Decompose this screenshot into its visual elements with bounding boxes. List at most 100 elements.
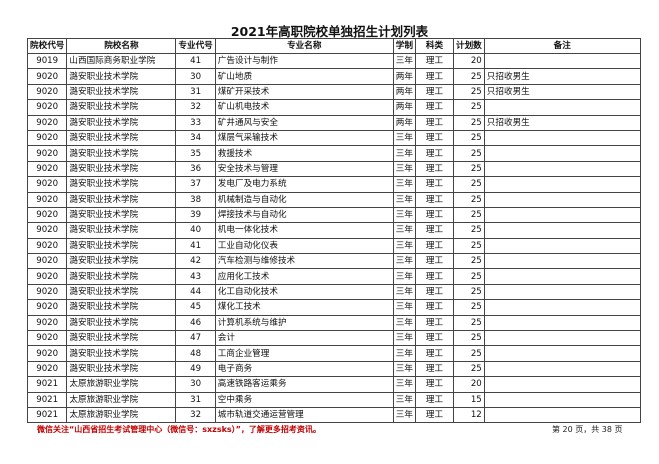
cell-category: 理工 <box>414 237 454 255</box>
cell-plan-count: 25 <box>452 345 485 362</box>
cell-school-name: 潞安职业技术学院 <box>66 253 177 270</box>
page-title: 2021年高职院校单独招生计划列表 <box>230 24 429 39</box>
cell-major-code: 44 <box>175 283 216 301</box>
cell-school-code: 9020 <box>26 176 68 193</box>
cell-duration: 三年 <box>392 391 416 408</box>
table-row: 9020 潞安职业技术学院 34 煤层气采输技术 三年 理工 25 <box>26 129 641 147</box>
cell-school-code: 9020 <box>26 330 68 347</box>
cell-category: 理工 <box>414 345 454 362</box>
table-row: 9020 潞安职业技术学院 36 安全技术与管理 三年 理工 25 <box>26 160 641 178</box>
cell-school-code: 9019 <box>26 52 68 70</box>
cell-duration: 三年 <box>392 129 416 147</box>
cell-school-name: 潞安职业技术学院 <box>66 268 177 285</box>
cell-school-name: 潞安职业技术学院 <box>66 114 177 131</box>
cell-school-name: 潞安职业技术学院 <box>66 206 177 224</box>
table-row: 9020 潞安职业技术学院 44 化工自动化技术 三年 理工 25 <box>26 283 641 301</box>
cell-remarks <box>483 299 641 316</box>
cell-major-name: 汽车检测与维修技术 <box>214 253 394 270</box>
cell-remarks <box>483 406 641 424</box>
cell-major-name: 矿山机电技术 <box>214 99 394 116</box>
cell-major-name: 高速铁路客运乘务 <box>214 376 394 393</box>
cell-duration: 三年 <box>392 330 416 347</box>
cell-major-name: 工业自动化仪表 <box>214 237 394 255</box>
cell-category: 理工 <box>414 360 454 378</box>
cell-school-name: 潞安职业技术学院 <box>66 360 177 378</box>
cell-school-name: 潞安职业技术学院 <box>66 176 177 193</box>
cell-major-code: 49 <box>175 360 216 378</box>
cell-school-name: 太原旅游职业学院 <box>66 391 177 408</box>
cell-school-code: 9020 <box>26 206 68 224</box>
cell-duration: 三年 <box>392 176 416 193</box>
cell-major-name: 电子商务 <box>214 360 394 378</box>
cell-school-code: 9020 <box>26 160 68 178</box>
cell-major-code: 40 <box>175 222 216 239</box>
cell-remarks <box>483 222 641 239</box>
cell-category: 理工 <box>414 160 454 178</box>
cell-remarks <box>483 176 641 193</box>
cell-school-name: 潞安职业技术学院 <box>66 237 177 255</box>
cell-school-code: 9020 <box>26 68 68 85</box>
cell-school-name: 山西国际商务职业学院 <box>66 52 177 70</box>
cell-plan-count: 20 <box>452 376 485 393</box>
header-school-code: 院校代号 <box>26 38 68 54</box>
cell-school-name: 潞安职业技术学院 <box>66 222 177 239</box>
cell-school-code: 9020 <box>26 345 68 362</box>
cell-school-code: 9020 <box>26 83 68 101</box>
cell-plan-count: 25 <box>452 237 485 255</box>
cell-major-code: 33 <box>175 114 216 131</box>
cell-major-code: 30 <box>175 68 216 85</box>
cell-plan-count: 25 <box>452 99 485 116</box>
cell-category: 理工 <box>414 191 454 208</box>
cell-major-name: 煤化工技术 <box>214 299 394 316</box>
cell-duration: 三年 <box>392 222 416 239</box>
table-row: 9020 潞安职业技术学院 31 煤矿开采技术 两年 理工 25 只招收男生 <box>26 83 641 101</box>
cell-school-name: 潞安职业技术学院 <box>66 299 177 316</box>
cell-school-code: 9021 <box>26 391 68 408</box>
cell-plan-count: 25 <box>452 114 485 131</box>
cell-major-name: 煤矿开采技术 <box>214 83 394 101</box>
table-header-row: 院校代号 院校名称 专业代号 专业名称 学制 科类 计划数 备注 <box>26 38 641 54</box>
cell-major-name: 工商企业管理 <box>214 345 394 362</box>
cell-school-name: 潞安职业技术学院 <box>66 191 177 208</box>
cell-duration: 三年 <box>392 406 416 424</box>
cell-plan-count: 25 <box>452 68 485 85</box>
table-row: 9020 潞安职业技术学院 48 工商企业管理 三年 理工 25 <box>26 345 641 362</box>
table-row: 9021 太原旅游职业学院 30 高速铁路客运乘务 三年 理工 20 <box>26 376 641 393</box>
cell-major-name: 应用化工技术 <box>214 268 394 285</box>
cell-plan-count: 25 <box>452 176 485 193</box>
cell-school-name: 潞安职业技术学院 <box>66 345 177 362</box>
cell-category: 理工 <box>414 330 454 347</box>
table-row: 9020 潞安职业技术学院 39 焊接技术与自动化 三年 理工 25 <box>26 206 641 224</box>
cell-major-name: 空中乘务 <box>214 391 394 408</box>
cell-duration: 两年 <box>392 83 416 101</box>
table-row: 9020 潞安职业技术学院 43 应用化工技术 三年 理工 25 <box>26 268 641 285</box>
cell-major-code: 30 <box>175 376 216 393</box>
cell-school-code: 9020 <box>26 145 68 162</box>
cell-school-name: 潞安职业技术学院 <box>66 99 177 116</box>
cell-school-code: 9021 <box>26 406 68 424</box>
table-row: 9020 潞安职业技术学院 37 发电厂及电力系统 三年 理工 25 <box>26 176 641 193</box>
cell-category: 理工 <box>414 83 454 101</box>
cell-school-name: 潞安职业技术学院 <box>66 283 177 301</box>
cell-school-code: 9020 <box>26 114 68 131</box>
cell-duration: 两年 <box>392 114 416 131</box>
cell-category: 理工 <box>414 406 454 424</box>
cell-major-name: 煤层气采输技术 <box>214 129 394 147</box>
cell-major-code: 48 <box>175 345 216 362</box>
cell-category: 理工 <box>414 52 454 70</box>
cell-remarks <box>483 206 641 224</box>
cell-duration: 三年 <box>392 376 416 393</box>
cell-category: 理工 <box>414 253 454 270</box>
cell-duration: 三年 <box>392 360 416 378</box>
cell-duration: 两年 <box>392 68 416 85</box>
cell-category: 理工 <box>414 391 454 408</box>
cell-school-code: 9020 <box>26 191 68 208</box>
cell-major-name: 救援技术 <box>214 145 394 162</box>
cell-school-name: 太原旅游职业学院 <box>66 376 177 393</box>
table-row: 9020 潞安职业技术学院 49 电子商务 三年 理工 25 <box>26 360 641 378</box>
page-number: 第 20 页，共 38 页 <box>552 425 623 434</box>
enrollment-plan-table: 院校代号 院校名称 专业代号 专业名称 学制 科类 计划数 备注 9019 山西国际商务职业学院… <box>26 38 641 424</box>
cell-school-code: 9021 <box>26 376 68 393</box>
cell-school-code: 9020 <box>26 283 68 301</box>
cell-school-name: 潞安职业技术学院 <box>66 68 177 85</box>
